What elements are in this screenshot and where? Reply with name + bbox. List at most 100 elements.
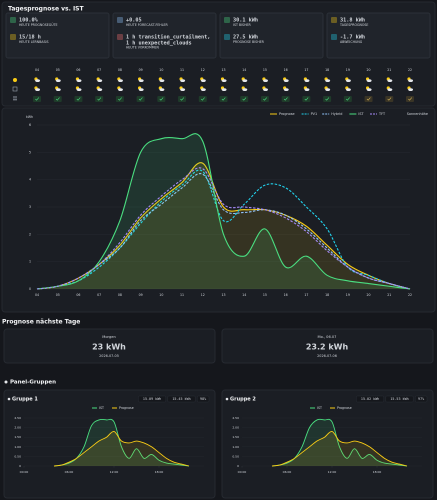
series-line bbox=[271, 430, 408, 467]
kpi-icon bbox=[10, 17, 16, 23]
weather-cloud bbox=[304, 88, 310, 91]
weather-cloud bbox=[366, 79, 372, 82]
y-tick-label: 6 bbox=[29, 123, 31, 127]
kpi-value: 1 h unexpected_clouds bbox=[126, 41, 192, 47]
check-icon bbox=[325, 97, 330, 101]
badge bbox=[196, 395, 210, 403]
check-badge bbox=[302, 96, 311, 102]
check-badge bbox=[33, 96, 41, 102]
x-tick-label: 00:00 bbox=[20, 470, 29, 474]
kpi-label: HEUTE VORKOMMEN bbox=[126, 46, 160, 50]
x-tick-label: 13 bbox=[221, 293, 225, 297]
check-icon bbox=[263, 97, 267, 101]
x-tick-label: 12:00 bbox=[328, 470, 337, 474]
weather-cloud bbox=[221, 79, 227, 82]
weather-cloud bbox=[97, 79, 103, 82]
check-icon bbox=[159, 97, 164, 101]
y-tick-label: 1.50 bbox=[14, 435, 21, 439]
weather-cloud bbox=[408, 79, 413, 82]
x-tick-label: 16 bbox=[284, 293, 288, 297]
hour-label: 15 bbox=[263, 68, 267, 72]
weather-cloud bbox=[180, 79, 186, 82]
weather-cloud bbox=[97, 88, 103, 91]
hour-label: 06 bbox=[76, 68, 80, 72]
kpi-card bbox=[112, 12, 217, 59]
group-icon bbox=[225, 397, 229, 401]
x-tick-label: 17 bbox=[304, 293, 308, 297]
check-badge bbox=[178, 96, 187, 102]
x-tick-label: 15 bbox=[263, 293, 267, 297]
x-tick-label: 05 bbox=[56, 293, 60, 297]
kpi-value: -1.7 kWh bbox=[340, 35, 365, 41]
weather-cloud bbox=[242, 79, 248, 82]
x-tick-label: 22 bbox=[408, 293, 412, 297]
y-tick-label: 0.50 bbox=[232, 454, 239, 458]
check-badge bbox=[115, 96, 124, 102]
x-tick-label: 12 bbox=[201, 293, 205, 297]
kpi-card bbox=[326, 12, 431, 59]
weather-cloud bbox=[346, 88, 351, 91]
hour-label: 21 bbox=[387, 68, 391, 72]
x-tick-label: 04 bbox=[35, 293, 39, 297]
check-icon bbox=[304, 97, 309, 101]
group-icon bbox=[7, 397, 11, 401]
group-title: Gruppe 2 bbox=[230, 397, 256, 403]
weather-cloud bbox=[325, 79, 331, 82]
hour-label: 04 bbox=[35, 68, 39, 72]
x-tick-label: 11 bbox=[180, 293, 184, 297]
check-icon bbox=[346, 97, 350, 101]
kpi-icon bbox=[331, 17, 337, 23]
legend-label: Prognose bbox=[119, 406, 134, 410]
x-tick-label: 20 bbox=[367, 293, 371, 297]
check-badge bbox=[219, 96, 228, 102]
x-tick-label: 18:00 bbox=[373, 470, 382, 474]
x-tick-label: 09 bbox=[139, 293, 143, 297]
legend-label: IST bbox=[317, 406, 322, 410]
kpi-value: 30.1 kWh bbox=[233, 18, 258, 24]
hour-label: 11 bbox=[180, 68, 184, 72]
hour-label: 13 bbox=[221, 68, 225, 72]
kpi-label: PROGNOSE BISHER bbox=[233, 40, 265, 44]
hour-label: 16 bbox=[284, 68, 288, 72]
y-tick-label: 1.00 bbox=[14, 445, 21, 449]
group-card bbox=[3, 389, 216, 499]
check-icon bbox=[200, 97, 205, 101]
group-card bbox=[221, 389, 434, 499]
y-tick-label: 2.50 bbox=[232, 416, 239, 420]
badge-text: 97% bbox=[418, 397, 424, 401]
check-icon bbox=[55, 97, 60, 101]
check-icon bbox=[387, 97, 392, 101]
weather-cloud bbox=[283, 88, 289, 91]
badge-text: 15.53 kWh bbox=[390, 397, 408, 401]
section-title: Panel-Gruppen bbox=[10, 380, 56, 386]
y-tick-label: 0 bbox=[19, 464, 21, 468]
check-icon bbox=[138, 97, 143, 101]
hour-label: 18 bbox=[325, 68, 329, 72]
y-tick-label: 0 bbox=[29, 287, 31, 291]
section-title: Prognose nächste Tage bbox=[2, 319, 80, 326]
check-badge bbox=[260, 96, 269, 102]
check-badge bbox=[74, 96, 83, 102]
forecast-date: 2026-07-06 bbox=[317, 354, 337, 358]
row-icon bbox=[13, 96, 17, 101]
badge-text: 15.09 kWh bbox=[143, 397, 161, 401]
row-icon bbox=[12, 86, 18, 92]
kpi-label: HEUTE FORECAST-FEHLER bbox=[126, 23, 169, 27]
weather-cloud bbox=[346, 79, 351, 82]
weather-cloud bbox=[35, 88, 40, 91]
hour-label: 08 bbox=[118, 68, 122, 72]
series-line bbox=[36, 133, 411, 290]
kpi-card bbox=[219, 12, 324, 59]
weather-cloud bbox=[118, 88, 123, 91]
x-tick-label: 21 bbox=[387, 293, 391, 297]
check-icon bbox=[35, 97, 40, 101]
x-tick-label: 18:00 bbox=[155, 470, 164, 474]
legend-label: Hybrid bbox=[331, 112, 342, 116]
y-tick-label: 2.50 bbox=[14, 416, 21, 420]
y-tick-label: 4 bbox=[29, 178, 31, 182]
check-badge bbox=[343, 96, 352, 102]
check-badge bbox=[406, 96, 414, 102]
weather-cloud bbox=[200, 79, 206, 82]
weather-cloud bbox=[325, 88, 331, 91]
